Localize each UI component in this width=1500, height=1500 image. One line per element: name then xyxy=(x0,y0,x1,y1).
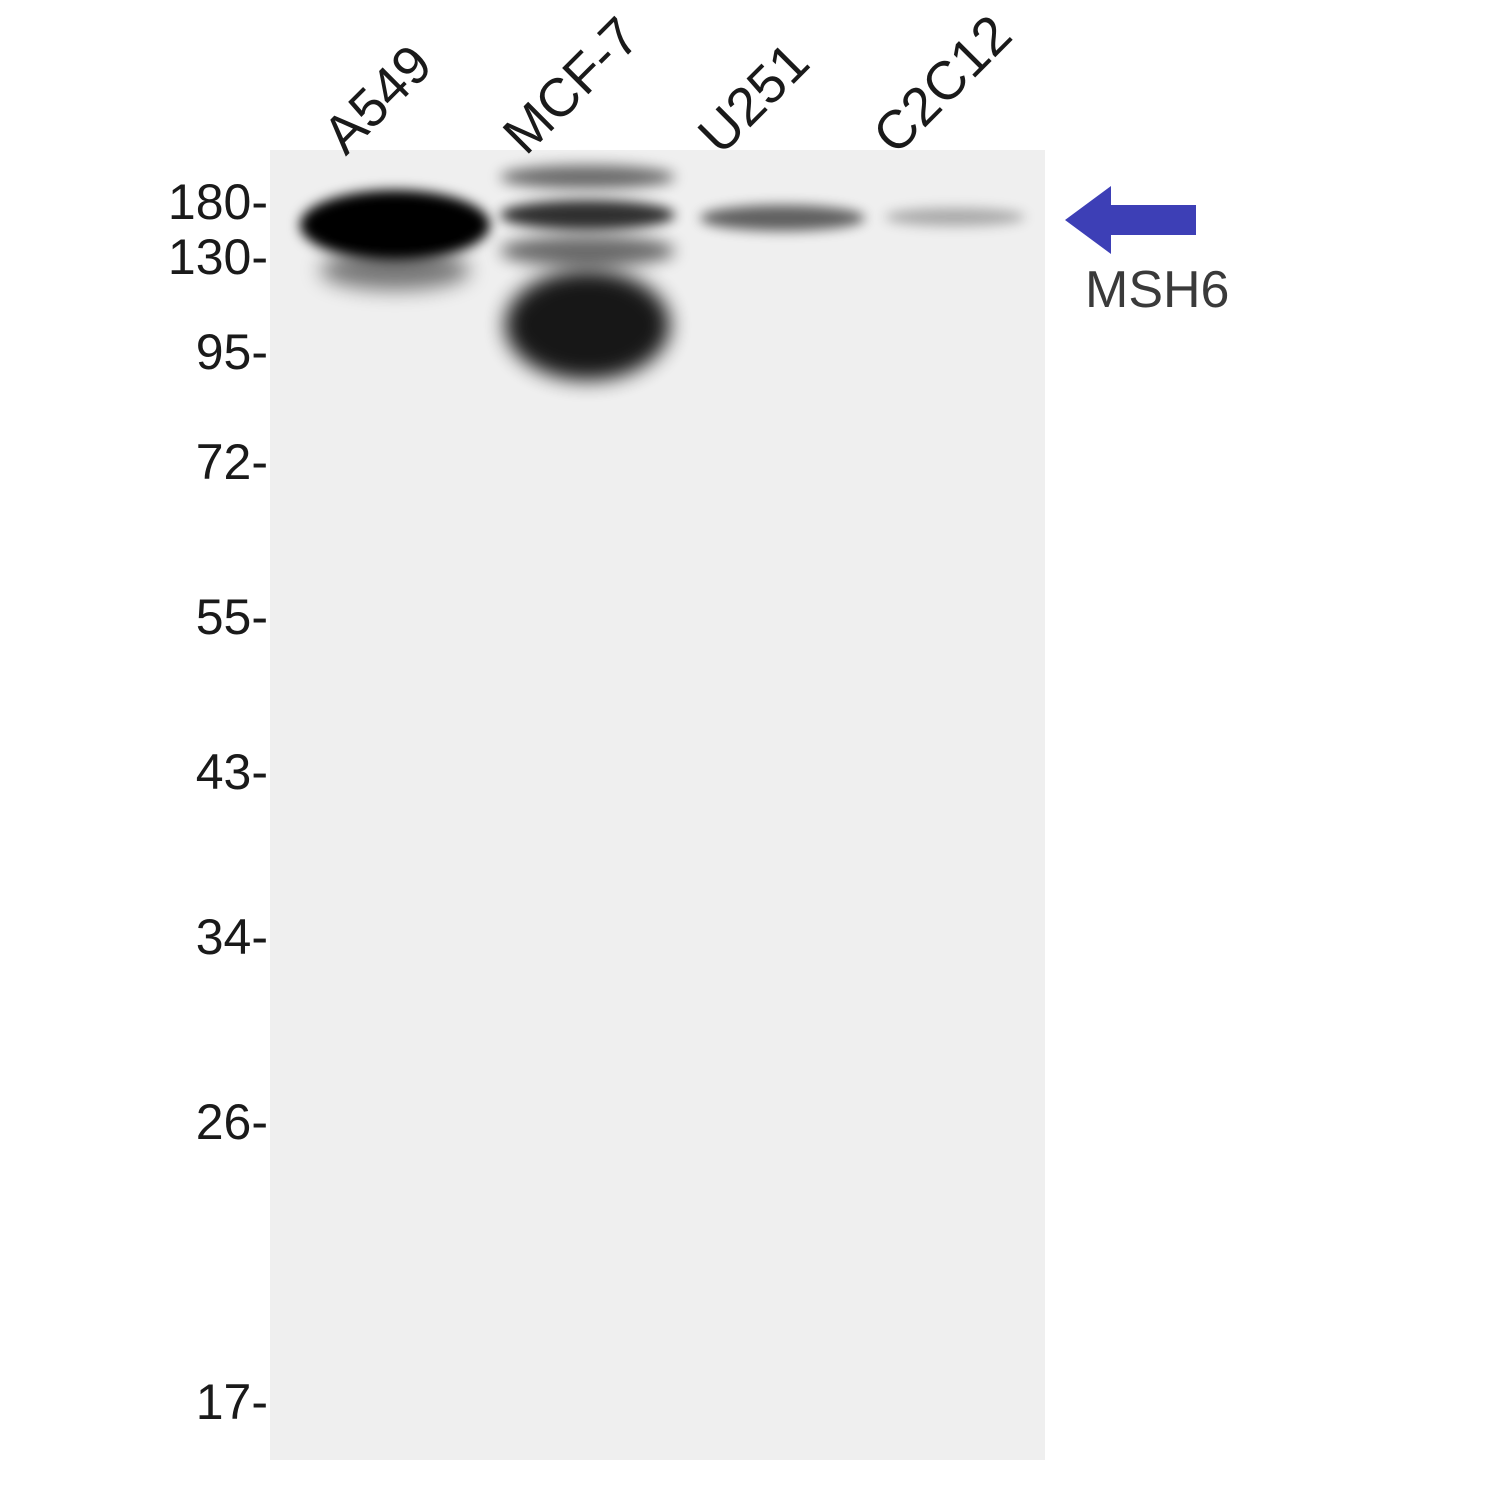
lane-label: A549 xyxy=(311,33,444,166)
protein-band xyxy=(885,208,1025,226)
mw-marker-label: 17- xyxy=(196,1373,268,1431)
lane-label: MCF-7 xyxy=(491,5,652,166)
protein-band xyxy=(500,200,675,230)
mw-marker-label: 55- xyxy=(196,588,268,646)
lane-label: C2C12 xyxy=(861,3,1024,166)
western-blot-figure: 180-130- 95- 72- 55- 43- 34- 26- 17- A549 MCF-7 U… xyxy=(0,0,1500,1500)
protein-band xyxy=(700,205,865,231)
lane-label: U251 xyxy=(686,31,821,166)
protein-band xyxy=(320,250,470,290)
mw-marker-label: 95- xyxy=(196,323,268,381)
protein-band xyxy=(505,270,670,380)
protein-band xyxy=(500,165,675,189)
target-protein-label: MSH6 xyxy=(1085,260,1229,320)
protein-band xyxy=(500,235,675,267)
mw-marker-label: 34- xyxy=(196,908,268,966)
target-arrow-icon xyxy=(1065,186,1196,254)
mw-marker-label: 72- xyxy=(196,433,268,491)
mw-marker-label: 180- xyxy=(168,173,268,231)
mw-marker-label: 130- xyxy=(168,228,268,286)
mw-marker-label: 26- xyxy=(196,1093,268,1151)
mw-marker-label: 43- xyxy=(196,743,268,801)
